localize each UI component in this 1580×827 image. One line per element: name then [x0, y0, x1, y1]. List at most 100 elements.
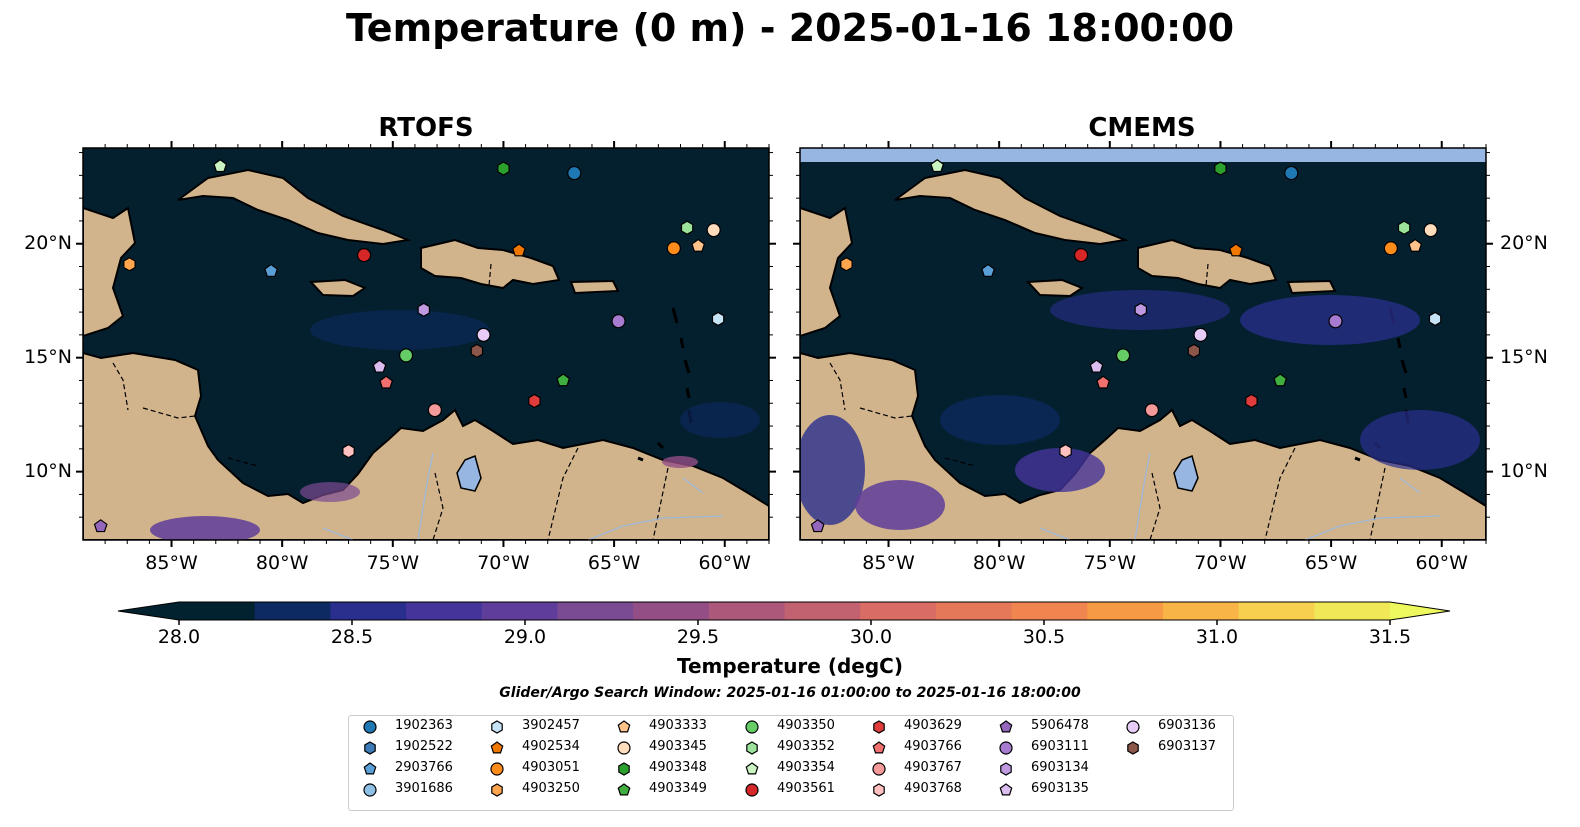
legend-label: 6903111 [1031, 739, 1089, 754]
legend-marker-4903250 [491, 783, 503, 797]
legend-label: 6903135 [1031, 781, 1089, 796]
legend-marker-icon [999, 741, 1013, 755]
legend-label: 3902457 [522, 718, 580, 733]
colorbar [117, 601, 1451, 625]
legend-marker-icon [872, 762, 886, 776]
float-marker-5906478 [93, 519, 108, 533]
lat-tick-label: 10°N [1500, 459, 1548, 482]
colorbar-segment [633, 602, 710, 620]
legend-marker-6903135 [999, 783, 1013, 796]
lon-tick-label: 65°W [587, 552, 641, 574]
colorbar-segment [557, 602, 634, 620]
legend-marker-icon [617, 741, 631, 755]
lon-tick-label: 60°W [1415, 552, 1468, 574]
colorbar-tick-label: 31.0 [1195, 626, 1239, 648]
legend-marker-4903348 [618, 762, 630, 776]
float-legend: 1902363 1902522 2903766 3901686 3902457 49025… [348, 715, 1234, 811]
float-marker-6903136 [1193, 327, 1208, 342]
legend-label: 1902522 [395, 739, 453, 754]
float-marker-4903354 [930, 158, 945, 173]
legend-label: 4903250 [522, 781, 580, 796]
float-marker-4903768 [342, 443, 355, 459]
colorbar-tick-label: 29.5 [676, 626, 720, 648]
float-marker-5906478 [810, 519, 825, 533]
colorbar-tick-label: 30.0 [849, 626, 893, 648]
legend-marker-icon [617, 783, 631, 796]
lon-tick-label: 80°W [972, 552, 1026, 574]
float-marker-4903250 [840, 257, 853, 272]
legend-marker-4903629 [873, 720, 885, 734]
float-marker-4903345 [1423, 222, 1438, 238]
float-marker-4903349 [556, 373, 571, 387]
legend-marker-icon [363, 720, 377, 734]
float-marker-4903352 [1397, 220, 1411, 235]
float-marker-4903629 [1245, 393, 1258, 409]
legend-marker-4903333 [617, 720, 631, 733]
float-marker-4902534 [1229, 243, 1243, 257]
float-marker-6903134 [1134, 302, 1148, 318]
colorbar-tick-label: 28.0 [157, 626, 201, 648]
legend-marker-6903136 [1126, 720, 1140, 734]
float-marker-4903051 [1383, 241, 1398, 256]
float-marker-1902522 [1337, 100, 1348, 113]
legend-marker-1902522 [364, 741, 376, 755]
legend-label: 4903345 [649, 739, 707, 754]
float-marker-1902363 [567, 165, 582, 181]
lon-tick-label: 70°W [477, 552, 530, 574]
legend-marker-4903561 [745, 783, 759, 797]
legend-marker-icon [745, 720, 759, 734]
legend-marker-icon [618, 762, 630, 776]
axis-ticks [76, 141, 1493, 547]
colorbar-segment [935, 602, 1013, 620]
colorbar-segment [254, 602, 331, 620]
float-marker-4903352 [680, 220, 694, 235]
legend-label: 4903767 [904, 760, 962, 775]
float-marker-4903767 [427, 402, 442, 418]
legend-marker-4903345 [617, 741, 631, 755]
legend-marker-4903350 [745, 720, 759, 734]
float-marker-4903561 [1073, 248, 1089, 263]
warm-patches-rtofs [150, 310, 760, 540]
legend-marker-icon [1126, 720, 1140, 734]
float-marker-4903051 [666, 241, 681, 256]
map-cmems [800, 100, 1486, 540]
float-marker-4903348 [497, 161, 510, 176]
map-rtofs [83, 148, 769, 540]
legend-label: 6903137 [1158, 739, 1216, 754]
float-marker-4903629 [528, 393, 541, 409]
legend-label: 5906478 [1031, 718, 1089, 733]
lon-tick-label: 85°W [862, 552, 915, 574]
legend-label: 4903352 [777, 739, 835, 754]
float-marker-6903136 [476, 327, 491, 342]
lon-tick-label: 75°W [1083, 552, 1137, 574]
legend-marker-icon [491, 783, 503, 797]
legend-marker-icon [490, 741, 504, 754]
legend-marker-icon [1000, 762, 1012, 776]
float-marker-4902534 [512, 243, 526, 257]
colorbar-extend-min [118, 602, 179, 620]
legend-marker-4903767 [872, 762, 886, 776]
float-marker-3902457 [1428, 311, 1442, 327]
lat-tick-label: 20°N [1500, 231, 1548, 254]
legend-marker-2903766 [363, 762, 377, 775]
float-markers-cmems [810, 100, 1442, 533]
lat-tick-label: 20°N [24, 231, 72, 254]
legend-marker-icon [745, 762, 759, 775]
legend-marker-icon [999, 783, 1013, 796]
float-marker-4903345 [706, 222, 721, 238]
float-marker-4903349 [1273, 373, 1288, 387]
legend-marker-icon [873, 783, 885, 797]
lon-tick-label: 85°W [145, 552, 198, 574]
legend-label: 6903136 [1158, 718, 1216, 733]
float-marker-6903134 [417, 302, 431, 318]
legend-marker-icon [617, 720, 631, 733]
float-marker-2903766 [981, 263, 995, 277]
float-marker-4903766 [1096, 375, 1111, 389]
lat-tick-label: 15°N [24, 345, 72, 368]
legend-label: 2903766 [395, 760, 453, 775]
colorbar-tick-label: 31.5 [1368, 626, 1412, 648]
colorbar-segment [406, 602, 483, 620]
legend-marker-icon [363, 762, 377, 775]
legend-marker-6903137 [1127, 741, 1139, 755]
panel-title-rtofs: RTOFS [378, 113, 474, 143]
